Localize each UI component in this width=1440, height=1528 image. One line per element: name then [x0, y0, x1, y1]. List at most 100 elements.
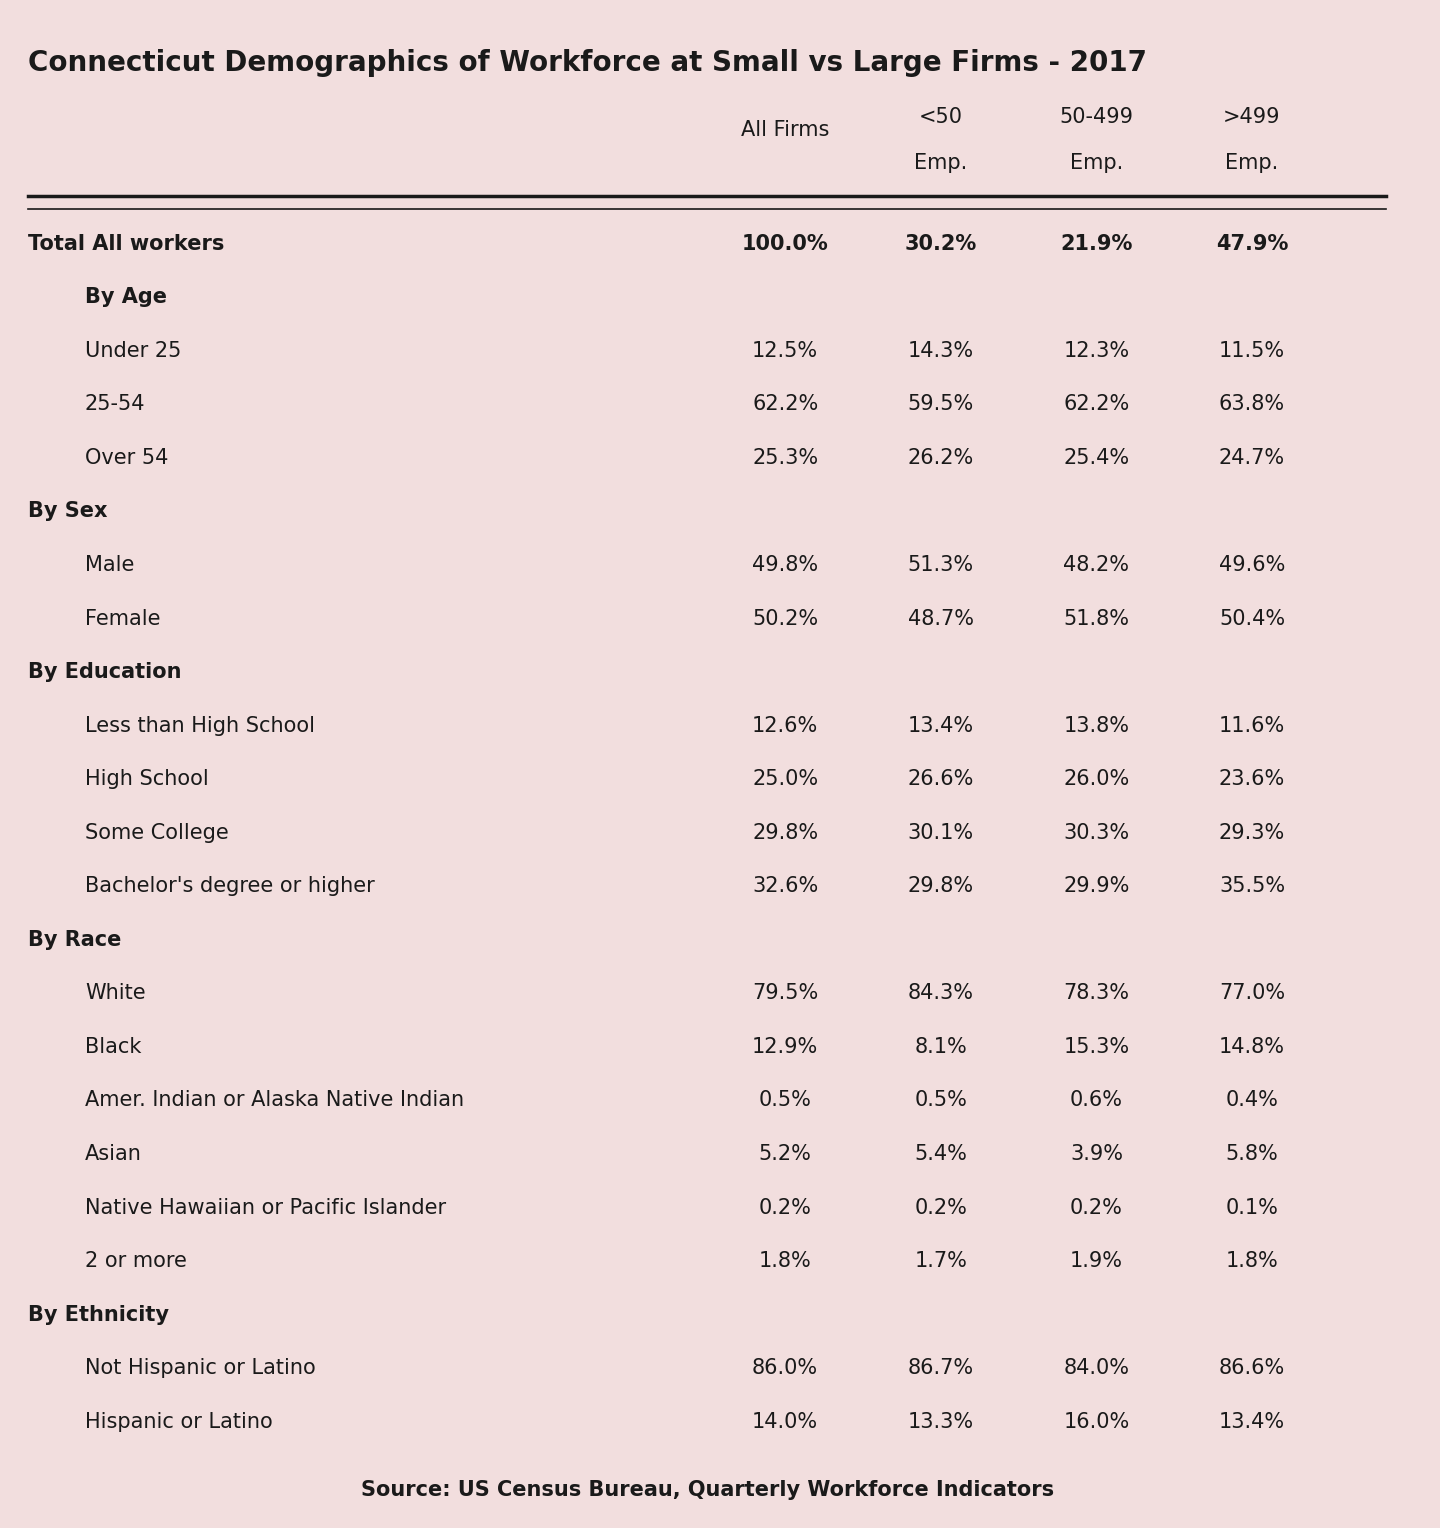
Text: 79.5%: 79.5% [752, 984, 818, 1004]
Text: 29.8%: 29.8% [752, 822, 818, 843]
Text: 63.8%: 63.8% [1218, 394, 1284, 414]
Text: 8.1%: 8.1% [914, 1038, 968, 1057]
Text: 48.2%: 48.2% [1063, 555, 1129, 575]
Text: 1.8%: 1.8% [759, 1251, 812, 1271]
Text: 26.2%: 26.2% [907, 448, 973, 468]
Text: 0.2%: 0.2% [759, 1198, 812, 1218]
Text: 29.8%: 29.8% [907, 876, 973, 897]
Text: Under 25: Under 25 [85, 341, 181, 361]
Text: 59.5%: 59.5% [907, 394, 973, 414]
Text: 50.4%: 50.4% [1218, 608, 1284, 628]
Text: 25.3%: 25.3% [752, 448, 818, 468]
Text: Total All workers: Total All workers [29, 234, 225, 254]
Text: 32.6%: 32.6% [752, 876, 818, 897]
Text: 29.9%: 29.9% [1063, 876, 1129, 897]
Text: 2 or more: 2 or more [85, 1251, 187, 1271]
Text: 13.4%: 13.4% [907, 715, 973, 735]
Text: 0.2%: 0.2% [1070, 1198, 1123, 1218]
Text: 26.0%: 26.0% [1063, 769, 1129, 790]
Text: Male: Male [85, 555, 134, 575]
Text: 86.0%: 86.0% [752, 1358, 818, 1378]
Text: Less than High School: Less than High School [85, 715, 315, 735]
Text: 84.0%: 84.0% [1063, 1358, 1129, 1378]
Text: 12.3%: 12.3% [1063, 341, 1129, 361]
Text: 0.6%: 0.6% [1070, 1091, 1123, 1111]
Text: By Age: By Age [85, 287, 167, 307]
Text: 1.7%: 1.7% [914, 1251, 968, 1271]
Text: 47.9%: 47.9% [1215, 234, 1289, 254]
Text: 26.6%: 26.6% [907, 769, 973, 790]
Text: 86.7%: 86.7% [907, 1358, 973, 1378]
Text: 0.1%: 0.1% [1225, 1198, 1279, 1218]
Text: 14.8%: 14.8% [1220, 1038, 1284, 1057]
Text: Native Hawaiian or Pacific Islander: Native Hawaiian or Pacific Islander [85, 1198, 446, 1218]
Text: Emp.: Emp. [1070, 153, 1123, 173]
Text: 86.6%: 86.6% [1218, 1358, 1284, 1378]
Text: 15.3%: 15.3% [1063, 1038, 1129, 1057]
Text: Bachelor's degree or higher: Bachelor's degree or higher [85, 876, 374, 897]
Text: 62.2%: 62.2% [752, 394, 818, 414]
Text: White: White [85, 984, 145, 1004]
Text: 0.4%: 0.4% [1225, 1091, 1279, 1111]
Text: Some College: Some College [85, 822, 229, 843]
Text: 11.6%: 11.6% [1218, 715, 1284, 735]
Text: Over 54: Over 54 [85, 448, 168, 468]
Text: 16.0%: 16.0% [1063, 1412, 1129, 1432]
Text: 25.0%: 25.0% [752, 769, 818, 790]
Text: 62.2%: 62.2% [1063, 394, 1129, 414]
Text: By Race: By Race [29, 931, 121, 950]
Text: 100.0%: 100.0% [742, 234, 828, 254]
Text: 3.9%: 3.9% [1070, 1144, 1123, 1164]
Text: 25-54: 25-54 [85, 394, 145, 414]
Text: 14.0%: 14.0% [752, 1412, 818, 1432]
Text: By Education: By Education [29, 662, 181, 681]
Text: Emp.: Emp. [914, 153, 968, 173]
Text: 30.2%: 30.2% [904, 234, 976, 254]
Text: 48.7%: 48.7% [907, 608, 973, 628]
Text: 29.3%: 29.3% [1218, 822, 1284, 843]
Text: <50: <50 [919, 107, 963, 127]
Text: Asian: Asian [85, 1144, 141, 1164]
Text: 13.8%: 13.8% [1063, 715, 1129, 735]
Text: Female: Female [85, 608, 160, 628]
Text: 49.8%: 49.8% [752, 555, 818, 575]
Text: Hispanic or Latino: Hispanic or Latino [85, 1412, 272, 1432]
Text: 12.6%: 12.6% [752, 715, 818, 735]
Text: 0.5%: 0.5% [914, 1091, 968, 1111]
Text: 12.9%: 12.9% [752, 1038, 818, 1057]
Text: Source: US Census Bureau, Quarterly Workforce Indicators: Source: US Census Bureau, Quarterly Work… [361, 1481, 1054, 1500]
Text: 5.8%: 5.8% [1225, 1144, 1279, 1164]
Text: By Sex: By Sex [29, 501, 108, 521]
Text: Not Hispanic or Latino: Not Hispanic or Latino [85, 1358, 315, 1378]
Text: 23.6%: 23.6% [1218, 769, 1284, 790]
Text: By Ethnicity: By Ethnicity [29, 1305, 170, 1325]
Text: 77.0%: 77.0% [1218, 984, 1284, 1004]
Text: Black: Black [85, 1038, 141, 1057]
Text: 50-499: 50-499 [1060, 107, 1133, 127]
Text: 84.3%: 84.3% [907, 984, 973, 1004]
Text: 30.3%: 30.3% [1063, 822, 1129, 843]
Text: 0.5%: 0.5% [759, 1091, 812, 1111]
Text: 30.1%: 30.1% [907, 822, 973, 843]
Text: All Firms: All Firms [742, 119, 829, 141]
Text: 21.9%: 21.9% [1060, 234, 1133, 254]
Text: >499: >499 [1223, 107, 1280, 127]
Text: 11.5%: 11.5% [1218, 341, 1284, 361]
Text: High School: High School [85, 769, 209, 790]
Text: Connecticut Demographics of Workforce at Small vs Large Firms - 2017: Connecticut Demographics of Workforce at… [29, 49, 1148, 76]
Text: 51.8%: 51.8% [1063, 608, 1129, 628]
Text: 50.2%: 50.2% [752, 608, 818, 628]
Text: 13.3%: 13.3% [907, 1412, 973, 1432]
Text: 35.5%: 35.5% [1218, 876, 1284, 897]
Text: 5.2%: 5.2% [759, 1144, 812, 1164]
Text: 12.5%: 12.5% [752, 341, 818, 361]
Text: 78.3%: 78.3% [1063, 984, 1129, 1004]
Text: 13.4%: 13.4% [1218, 1412, 1284, 1432]
Text: Amer. Indian or Alaska Native Indian: Amer. Indian or Alaska Native Indian [85, 1091, 464, 1111]
Text: 0.2%: 0.2% [914, 1198, 968, 1218]
Text: 49.6%: 49.6% [1218, 555, 1284, 575]
Text: 1.9%: 1.9% [1070, 1251, 1123, 1271]
Text: 24.7%: 24.7% [1218, 448, 1284, 468]
Text: 1.8%: 1.8% [1225, 1251, 1279, 1271]
Text: 51.3%: 51.3% [907, 555, 973, 575]
